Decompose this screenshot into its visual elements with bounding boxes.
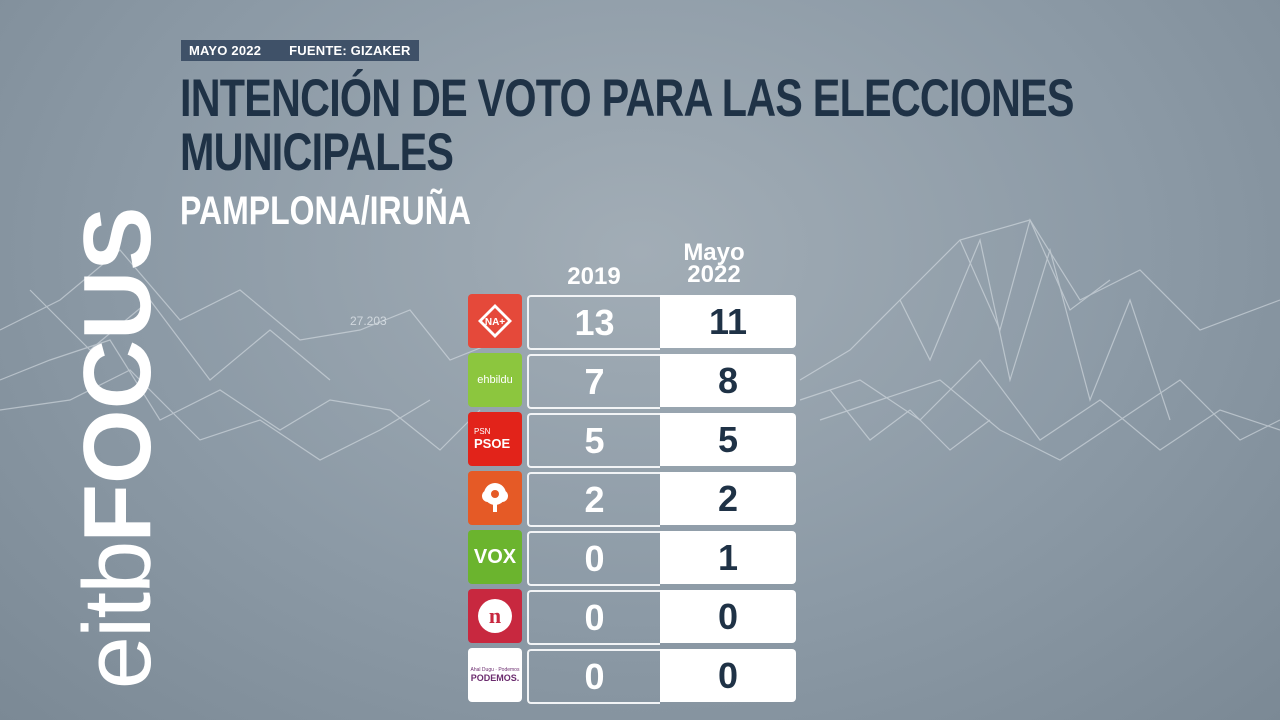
- tree-icon: [482, 483, 508, 512]
- chart-title-line1: INTENCIÓN DE VOTO PARA LAS ELECCIONES: [180, 69, 1075, 128]
- chart-subtitle: PAMPLONA/IRUÑA: [180, 189, 471, 233]
- value-2022: 8: [660, 354, 796, 407]
- na-plus-emblem-icon: NA+: [478, 304, 512, 338]
- brand-focus: FOCUS: [64, 206, 171, 543]
- n-circle-icon: n: [478, 599, 512, 633]
- party-logo-ehbildu: ehbildu: [468, 353, 522, 407]
- column-header-2022-month: Mayo: [683, 239, 745, 266]
- party-logo-podemos: Ahal Dugu · Podemos PODEMOS.: [468, 648, 522, 702]
- table-row: n 0 0: [468, 589, 798, 645]
- meta-bar: MAYO 2022 FUENTE: GIZAKER: [181, 40, 419, 61]
- vox-text: VOX: [473, 545, 517, 568]
- column-header-2022: Mayo 2022: [664, 239, 764, 288]
- table-row: ehbildu 7 8: [468, 353, 798, 409]
- value-2022: 0: [660, 590, 796, 643]
- eitbfocus-logo: eitbFOCUS: [64, 188, 171, 708]
- value-2019: 0: [527, 590, 660, 645]
- party-logo-geroa-bai: [468, 471, 522, 525]
- table-row: NA+ 13 11: [468, 294, 798, 350]
- navarra-n-text: n: [488, 603, 502, 628]
- value-2022: 2: [660, 472, 796, 525]
- podemos-top-text: Ahal Dugu · Podemos: [470, 667, 520, 673]
- psoe-text: PSOE: [474, 436, 511, 451]
- meta-source: FUENTE: GIZAKER: [289, 43, 411, 58]
- brand-eitb: eitb: [64, 542, 171, 690]
- value-2019: 5: [527, 413, 660, 468]
- psn-text: PSN: [474, 427, 491, 436]
- party-logo-vox: VOX: [468, 530, 522, 584]
- value-2019: 7: [527, 354, 660, 409]
- value-2019: 2: [527, 472, 660, 527]
- value-2019: 0: [527, 649, 660, 704]
- party-logo-psoe: PSN PSOE: [468, 412, 522, 466]
- na-plus-text: NA+: [485, 317, 505, 328]
- party-logo-navarra: n: [468, 589, 522, 643]
- table-row: VOX 0 1: [468, 530, 798, 586]
- value-2022: 11: [660, 295, 796, 348]
- party-logo-na-plus: NA+: [468, 294, 522, 348]
- table-row: Ahal Dugu · Podemos PODEMOS. 0 0: [468, 648, 798, 704]
- column-header-2019: 2019: [567, 263, 621, 290]
- column-header-2022-year: 2022: [687, 261, 741, 288]
- chart-title-line2: MUNICIPALES: [180, 123, 454, 182]
- podemos-text: PODEMOS.: [470, 673, 520, 683]
- value-2022: 0: [660, 649, 796, 702]
- ehbildu-text: ehbildu: [477, 374, 513, 386]
- value-2019: 0: [527, 531, 660, 586]
- table-row: 2 2: [468, 471, 798, 527]
- value-2022: 5: [660, 413, 796, 466]
- background-number-label: 27.203: [350, 314, 387, 328]
- meta-date: MAYO 2022: [189, 43, 262, 58]
- value-2019: 13: [527, 295, 660, 350]
- value-2022: 1: [660, 531, 796, 584]
- table-row: PSN PSOE 5 5: [468, 412, 798, 468]
- chart-title: INTENCIÓN DE VOTO PARA LAS ELECCIONES MU…: [180, 69, 1075, 182]
